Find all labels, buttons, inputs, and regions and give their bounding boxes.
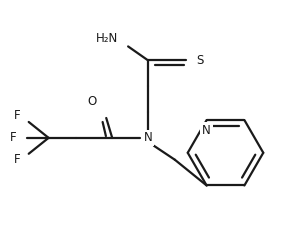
Text: S: S: [197, 54, 204, 67]
Text: N: N: [202, 124, 211, 137]
Text: N: N: [144, 131, 152, 144]
Text: O: O: [87, 95, 96, 108]
Text: F: F: [10, 131, 17, 144]
Text: F: F: [14, 109, 21, 123]
Text: F: F: [14, 153, 21, 166]
Text: H₂N: H₂N: [96, 32, 118, 45]
